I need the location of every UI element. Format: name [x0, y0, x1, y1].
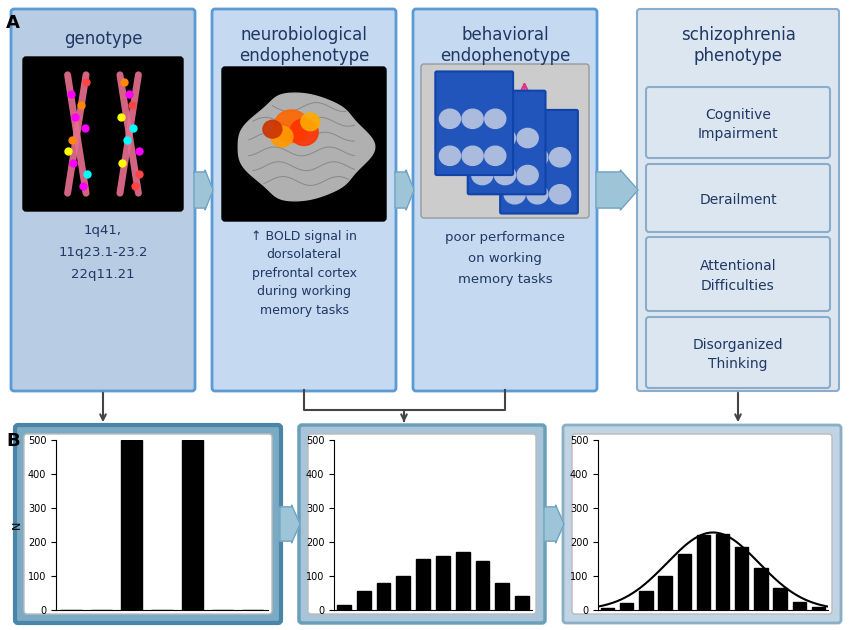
FancyBboxPatch shape	[500, 110, 578, 214]
Circle shape	[274, 110, 309, 142]
Circle shape	[550, 185, 571, 204]
Bar	[456, 553, 470, 610]
FancyBboxPatch shape	[15, 425, 281, 623]
Bar	[812, 607, 825, 610]
FancyBboxPatch shape	[212, 9, 396, 391]
Circle shape	[290, 119, 318, 146]
Circle shape	[301, 113, 320, 130]
Bar	[659, 576, 671, 610]
Bar	[181, 440, 203, 610]
Text: Derailment: Derailment	[700, 193, 777, 207]
Bar	[697, 536, 710, 610]
FancyBboxPatch shape	[23, 57, 183, 211]
Bar	[397, 576, 410, 610]
Circle shape	[439, 109, 460, 129]
FancyBboxPatch shape	[421, 64, 589, 218]
Circle shape	[462, 146, 483, 166]
Bar	[495, 583, 509, 610]
Polygon shape	[238, 93, 374, 201]
Text: genotype: genotype	[64, 30, 142, 48]
Circle shape	[471, 166, 493, 185]
Circle shape	[485, 109, 505, 129]
Polygon shape	[395, 170, 414, 210]
Bar	[436, 556, 450, 610]
Bar	[601, 609, 614, 610]
Bar	[792, 602, 806, 610]
Bar	[416, 559, 430, 610]
Text: neurobiological
endophenotype: neurobiological endophenotype	[239, 26, 369, 65]
FancyBboxPatch shape	[572, 434, 832, 614]
Bar	[754, 568, 768, 610]
Polygon shape	[596, 170, 638, 210]
Text: B: B	[6, 432, 20, 450]
Bar	[357, 592, 371, 610]
Y-axis label: N: N	[12, 521, 22, 529]
Bar	[620, 603, 633, 610]
Circle shape	[471, 129, 493, 147]
Circle shape	[263, 120, 282, 138]
FancyBboxPatch shape	[11, 9, 195, 391]
Circle shape	[494, 166, 516, 185]
Bar	[377, 583, 391, 610]
Circle shape	[517, 166, 538, 185]
FancyBboxPatch shape	[24, 434, 272, 614]
Text: poor performance
on working
memory tasks: poor performance on working memory tasks	[445, 231, 565, 286]
Circle shape	[517, 129, 538, 147]
Circle shape	[527, 185, 548, 204]
Bar	[677, 554, 691, 610]
Bar	[639, 592, 653, 610]
Circle shape	[504, 185, 525, 204]
Text: Cognitive
Impairment: Cognitive Impairment	[698, 108, 779, 141]
Text: Attentional
Difficulties: Attentional Difficulties	[700, 260, 776, 293]
Text: 1q41,
11q23.1-23.2
22q11.21: 1q41, 11q23.1-23.2 22q11.21	[58, 224, 148, 281]
FancyBboxPatch shape	[468, 91, 545, 194]
FancyBboxPatch shape	[637, 9, 839, 391]
Text: ↑ BOLD signal in
dorsolateral
prefrontal cortex
during working
memory tasks: ↑ BOLD signal in dorsolateral prefrontal…	[251, 230, 357, 317]
FancyBboxPatch shape	[646, 164, 830, 232]
Text: Disorganized
Thinking: Disorganized Thinking	[693, 338, 783, 371]
FancyBboxPatch shape	[436, 71, 513, 175]
FancyBboxPatch shape	[308, 434, 536, 614]
Circle shape	[527, 147, 548, 167]
Bar	[735, 547, 749, 610]
Text: A: A	[6, 14, 20, 32]
Bar	[716, 534, 729, 610]
FancyBboxPatch shape	[646, 317, 830, 388]
Circle shape	[504, 147, 525, 167]
Text: behavioral
endophenotype: behavioral endophenotype	[440, 26, 570, 65]
FancyBboxPatch shape	[413, 9, 597, 391]
FancyBboxPatch shape	[646, 237, 830, 311]
Text: schizophrenia
phenotype: schizophrenia phenotype	[681, 26, 796, 65]
Bar	[337, 605, 351, 610]
Circle shape	[271, 126, 293, 147]
Circle shape	[550, 147, 571, 167]
Circle shape	[494, 129, 516, 147]
FancyBboxPatch shape	[299, 425, 545, 623]
FancyBboxPatch shape	[563, 425, 841, 623]
Polygon shape	[544, 505, 564, 543]
Bar	[121, 440, 142, 610]
Bar	[476, 561, 489, 610]
Circle shape	[439, 146, 460, 166]
FancyBboxPatch shape	[646, 87, 830, 158]
Circle shape	[462, 109, 483, 129]
Bar	[515, 597, 529, 610]
Polygon shape	[280, 505, 300, 543]
Polygon shape	[194, 170, 213, 210]
Circle shape	[485, 146, 505, 166]
Bar	[774, 588, 787, 610]
FancyBboxPatch shape	[222, 67, 386, 221]
